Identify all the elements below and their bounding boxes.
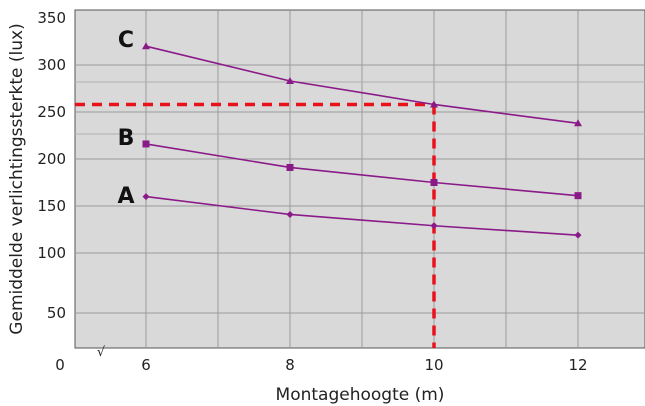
y-tick-labels: 50 100 150 200 250 300 350 xyxy=(37,9,66,322)
series-line-a xyxy=(145,195,579,236)
data-point xyxy=(574,192,582,200)
x-tick-label: 6 xyxy=(141,356,151,374)
y-tick-label: 200 xyxy=(37,150,66,168)
grid xyxy=(75,10,645,348)
plot-area xyxy=(74,9,645,349)
series-line-c xyxy=(145,45,579,125)
data-point xyxy=(430,100,438,108)
data-point xyxy=(574,231,582,239)
x-tick-label: 12 xyxy=(568,356,587,374)
data-point xyxy=(286,76,294,84)
series-group: C B A xyxy=(117,28,582,239)
data-point xyxy=(286,163,294,171)
x-tick-labels: 6 8 10 12 xyxy=(141,356,587,374)
axis-break-mark: √ xyxy=(97,345,106,360)
x-tick-label: 8 xyxy=(285,356,295,374)
data-point xyxy=(142,140,150,148)
data-point xyxy=(142,193,150,201)
x-axis-label: Montagehoogte (m) xyxy=(276,385,445,405)
data-point xyxy=(430,222,438,230)
series-label-b: B xyxy=(118,126,135,151)
origin-label: 0 xyxy=(55,356,65,374)
data-point xyxy=(142,42,150,50)
y-axis-label: Gemiddelde verlichtingssterkte (lux) xyxy=(7,23,27,334)
y-tick-label: 100 xyxy=(37,244,66,262)
data-point xyxy=(286,210,294,218)
x-tick-label: 10 xyxy=(424,356,443,374)
series-line-b xyxy=(145,143,579,197)
y-tick-label: 300 xyxy=(37,56,66,74)
y-tick-label: 350 xyxy=(37,9,66,27)
data-point xyxy=(574,119,582,127)
series-label-a: A xyxy=(117,184,134,209)
y-tick-label: 150 xyxy=(37,197,66,215)
y-tick-label: 250 xyxy=(37,103,66,121)
series-label-c: C xyxy=(118,28,134,53)
y-tick-label: 50 xyxy=(47,304,66,322)
data-point xyxy=(430,179,438,186)
